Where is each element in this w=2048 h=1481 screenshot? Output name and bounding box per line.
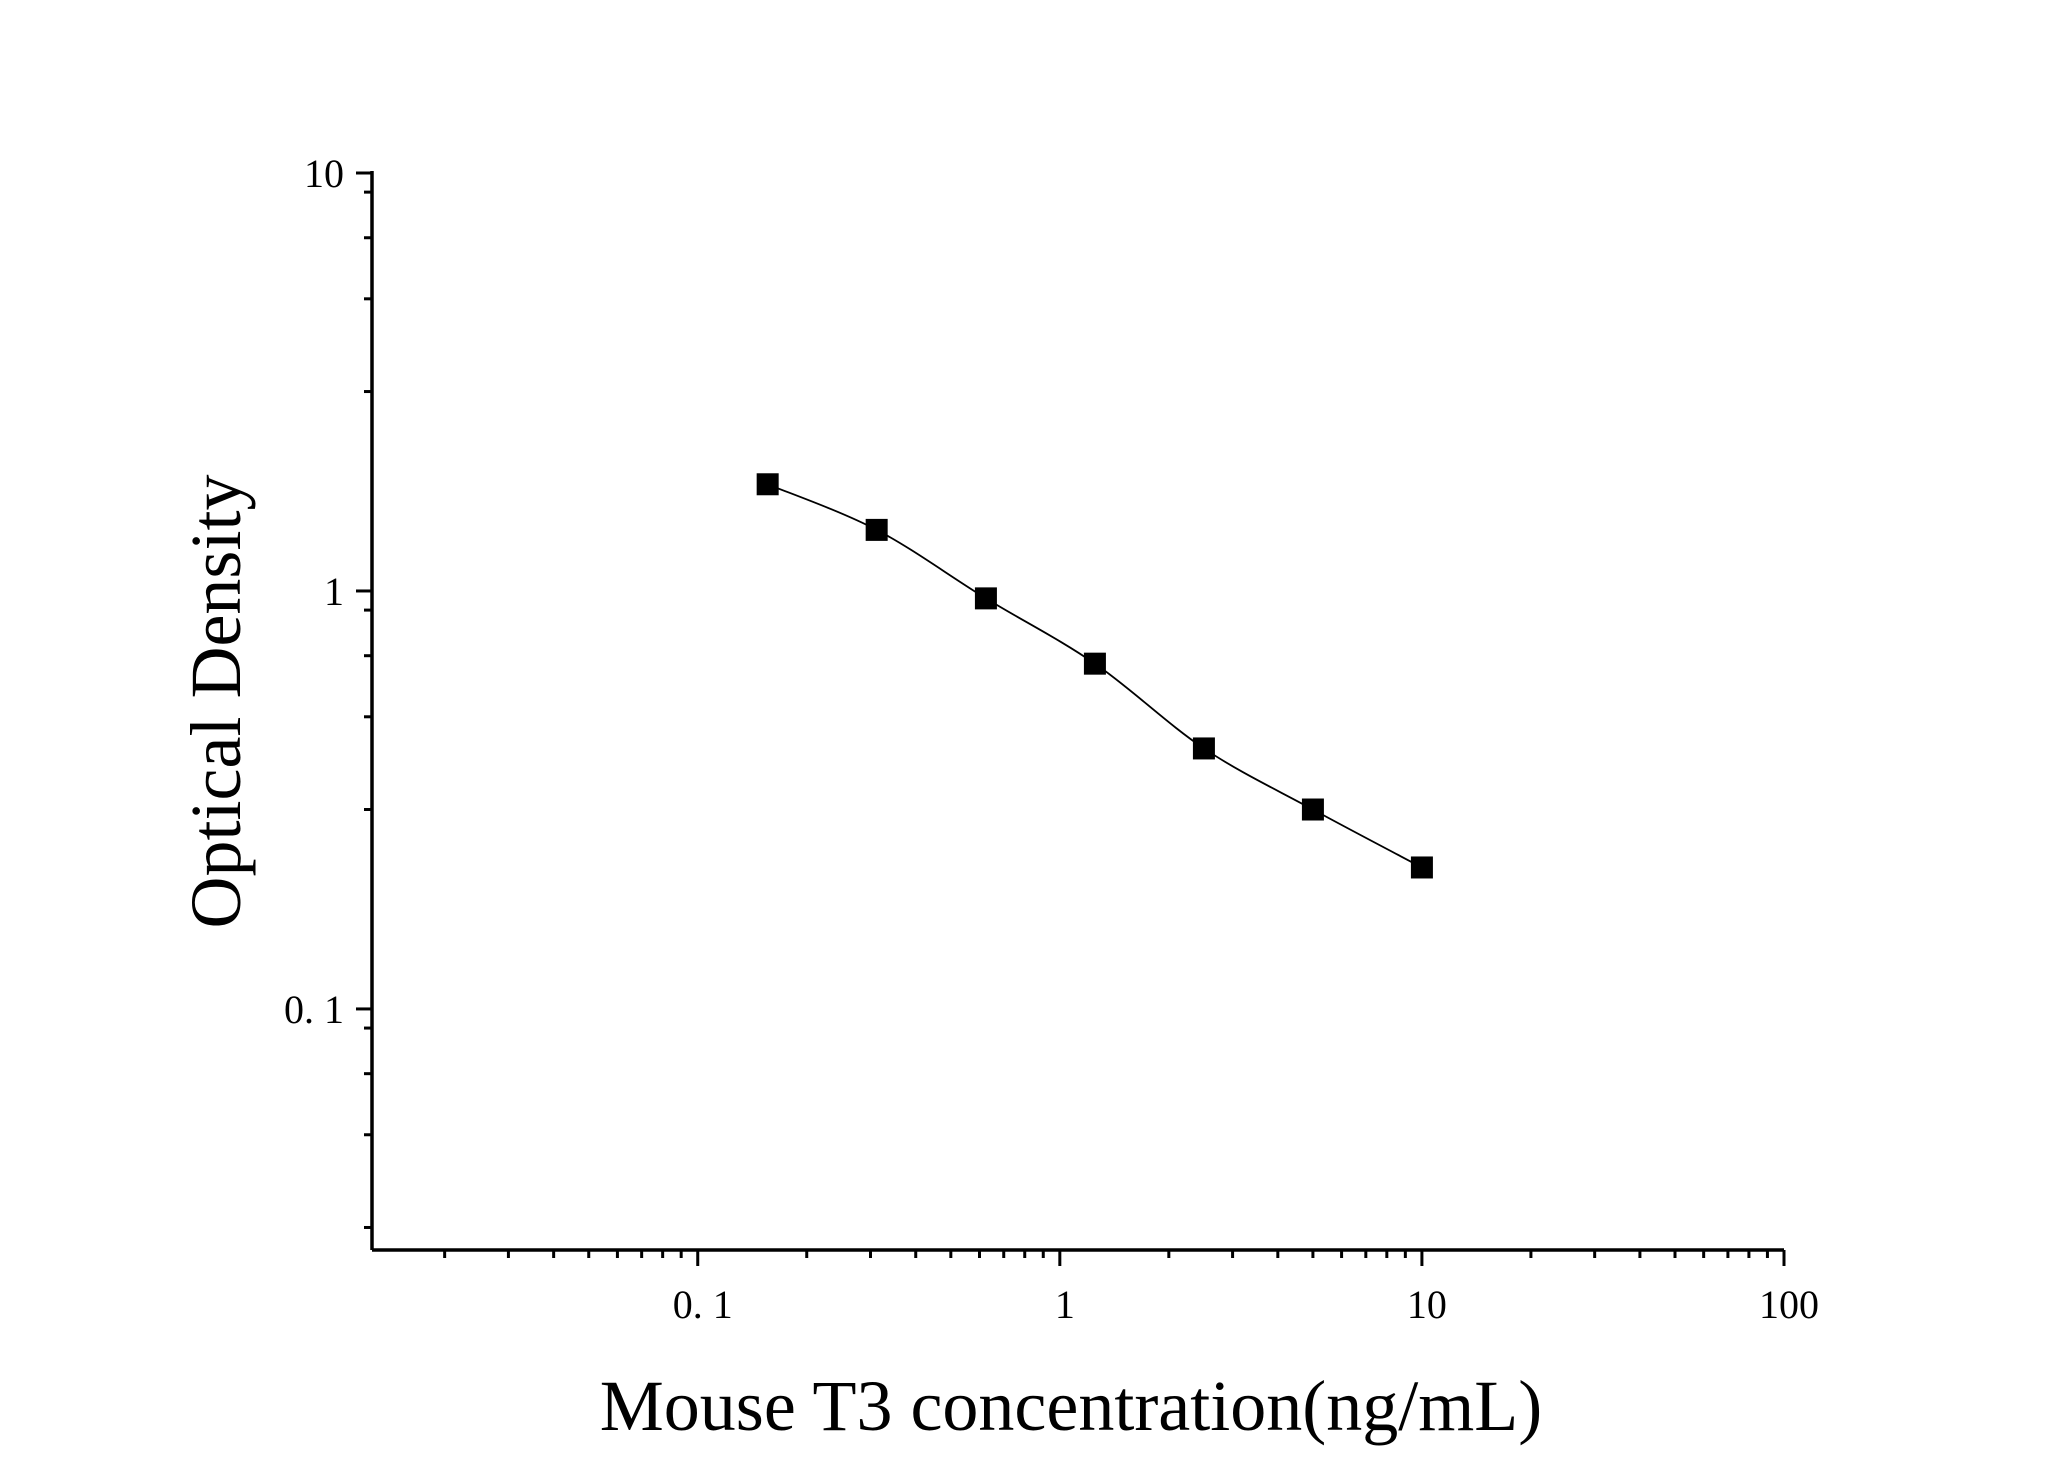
x-tick-label: 1 bbox=[1055, 1282, 1075, 1327]
y-tick-label: 10 bbox=[304, 151, 344, 196]
y-axis-title: Optical Density bbox=[176, 475, 256, 929]
data-point bbox=[1301, 798, 1324, 821]
plot-area: 0. 1 1 10 0. 1 1 10 100 bbox=[284, 151, 1819, 1327]
data-point bbox=[974, 587, 997, 610]
x-tick-label: 100 bbox=[1759, 1282, 1819, 1327]
y-tick-label: 0. 1 bbox=[284, 987, 344, 1032]
x-axis-title: Mouse T3 concentration(ng/mL) bbox=[600, 1366, 1542, 1446]
data-point bbox=[1083, 652, 1106, 675]
data-point bbox=[1192, 737, 1215, 760]
data-point bbox=[865, 518, 888, 541]
series-layer bbox=[756, 473, 1433, 879]
x-axis-ticks: 0. 1 1 10 100 bbox=[443, 1250, 1819, 1327]
x-tick-label: 0. 1 bbox=[673, 1282, 733, 1327]
data-point bbox=[756, 473, 779, 496]
y-axis-ticks: 0. 1 1 10 bbox=[284, 151, 372, 1229]
data-point bbox=[1410, 856, 1433, 879]
x-tick-label: 10 bbox=[1407, 1282, 1447, 1327]
y-tick-label: 1 bbox=[324, 569, 344, 614]
